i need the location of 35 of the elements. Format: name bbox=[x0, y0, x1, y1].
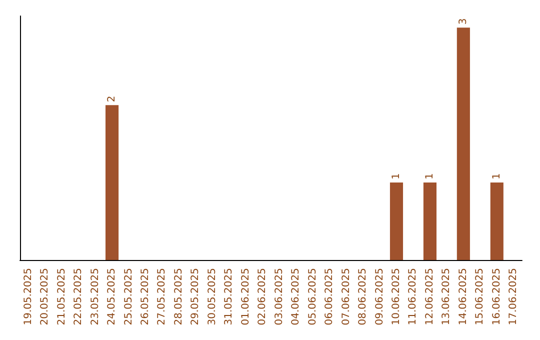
x-tick-label: 14.06.2025 bbox=[458, 268, 469, 326]
data-label: 1 bbox=[491, 173, 502, 180]
x-tick-label: 16.06.2025 bbox=[491, 268, 502, 326]
x-tick-label: 23.05.2025 bbox=[90, 268, 101, 326]
x-tick-label: 21.05.2025 bbox=[56, 268, 68, 326]
x-tick-label: 02.06.2025 bbox=[257, 268, 268, 326]
x-tick-label: 07.06.2025 bbox=[340, 268, 352, 326]
x-tick-label: 06.06.2025 bbox=[324, 268, 336, 326]
x-tick-label: 31.05.2025 bbox=[224, 268, 235, 326]
x-tick-label: 10.06.2025 bbox=[391, 268, 402, 326]
x-tick-label: 25.05.2025 bbox=[123, 268, 134, 326]
x-tick-label: 12.06.2025 bbox=[424, 268, 436, 326]
x-tick-label: 08.06.2025 bbox=[358, 268, 369, 326]
x-tick-label: 24.05.2025 bbox=[106, 268, 118, 326]
x-tick-label: 05.06.2025 bbox=[307, 268, 318, 326]
x-tick-label: 09.06.2025 bbox=[374, 268, 386, 326]
x-tick-label: 15.06.2025 bbox=[474, 268, 486, 326]
x-tick-label: 13.06.2025 bbox=[441, 268, 452, 326]
data-label: 2 bbox=[106, 96, 118, 102]
x-tick-label: 27.05.2025 bbox=[156, 268, 168, 326]
x-tick-label: 17.06.2025 bbox=[508, 268, 520, 326]
x-tick-label: 04.06.2025 bbox=[290, 268, 302, 326]
data-label: 3 bbox=[458, 18, 469, 25]
data-label: 1 bbox=[424, 173, 436, 180]
x-tick-label: 22.05.2025 bbox=[73, 268, 84, 326]
x-tick-label: 30.05.2025 bbox=[206, 268, 218, 326]
data-label: 1 bbox=[391, 173, 402, 180]
x-tick-label: 03.06.2025 bbox=[274, 268, 285, 326]
x-tick-label: 29.05.2025 bbox=[190, 268, 202, 326]
x-tick-label: 01.06.2025 bbox=[240, 268, 252, 326]
x-tick-label: 11.06.2025 bbox=[408, 268, 419, 326]
x-tick-label: 26.05.2025 bbox=[140, 268, 151, 326]
x-tick-label: 20.05.2025 bbox=[40, 268, 51, 326]
x-tick-label: 28.05.2025 bbox=[173, 268, 184, 326]
x-tick-label: 19.05.2025 bbox=[22, 268, 34, 326]
